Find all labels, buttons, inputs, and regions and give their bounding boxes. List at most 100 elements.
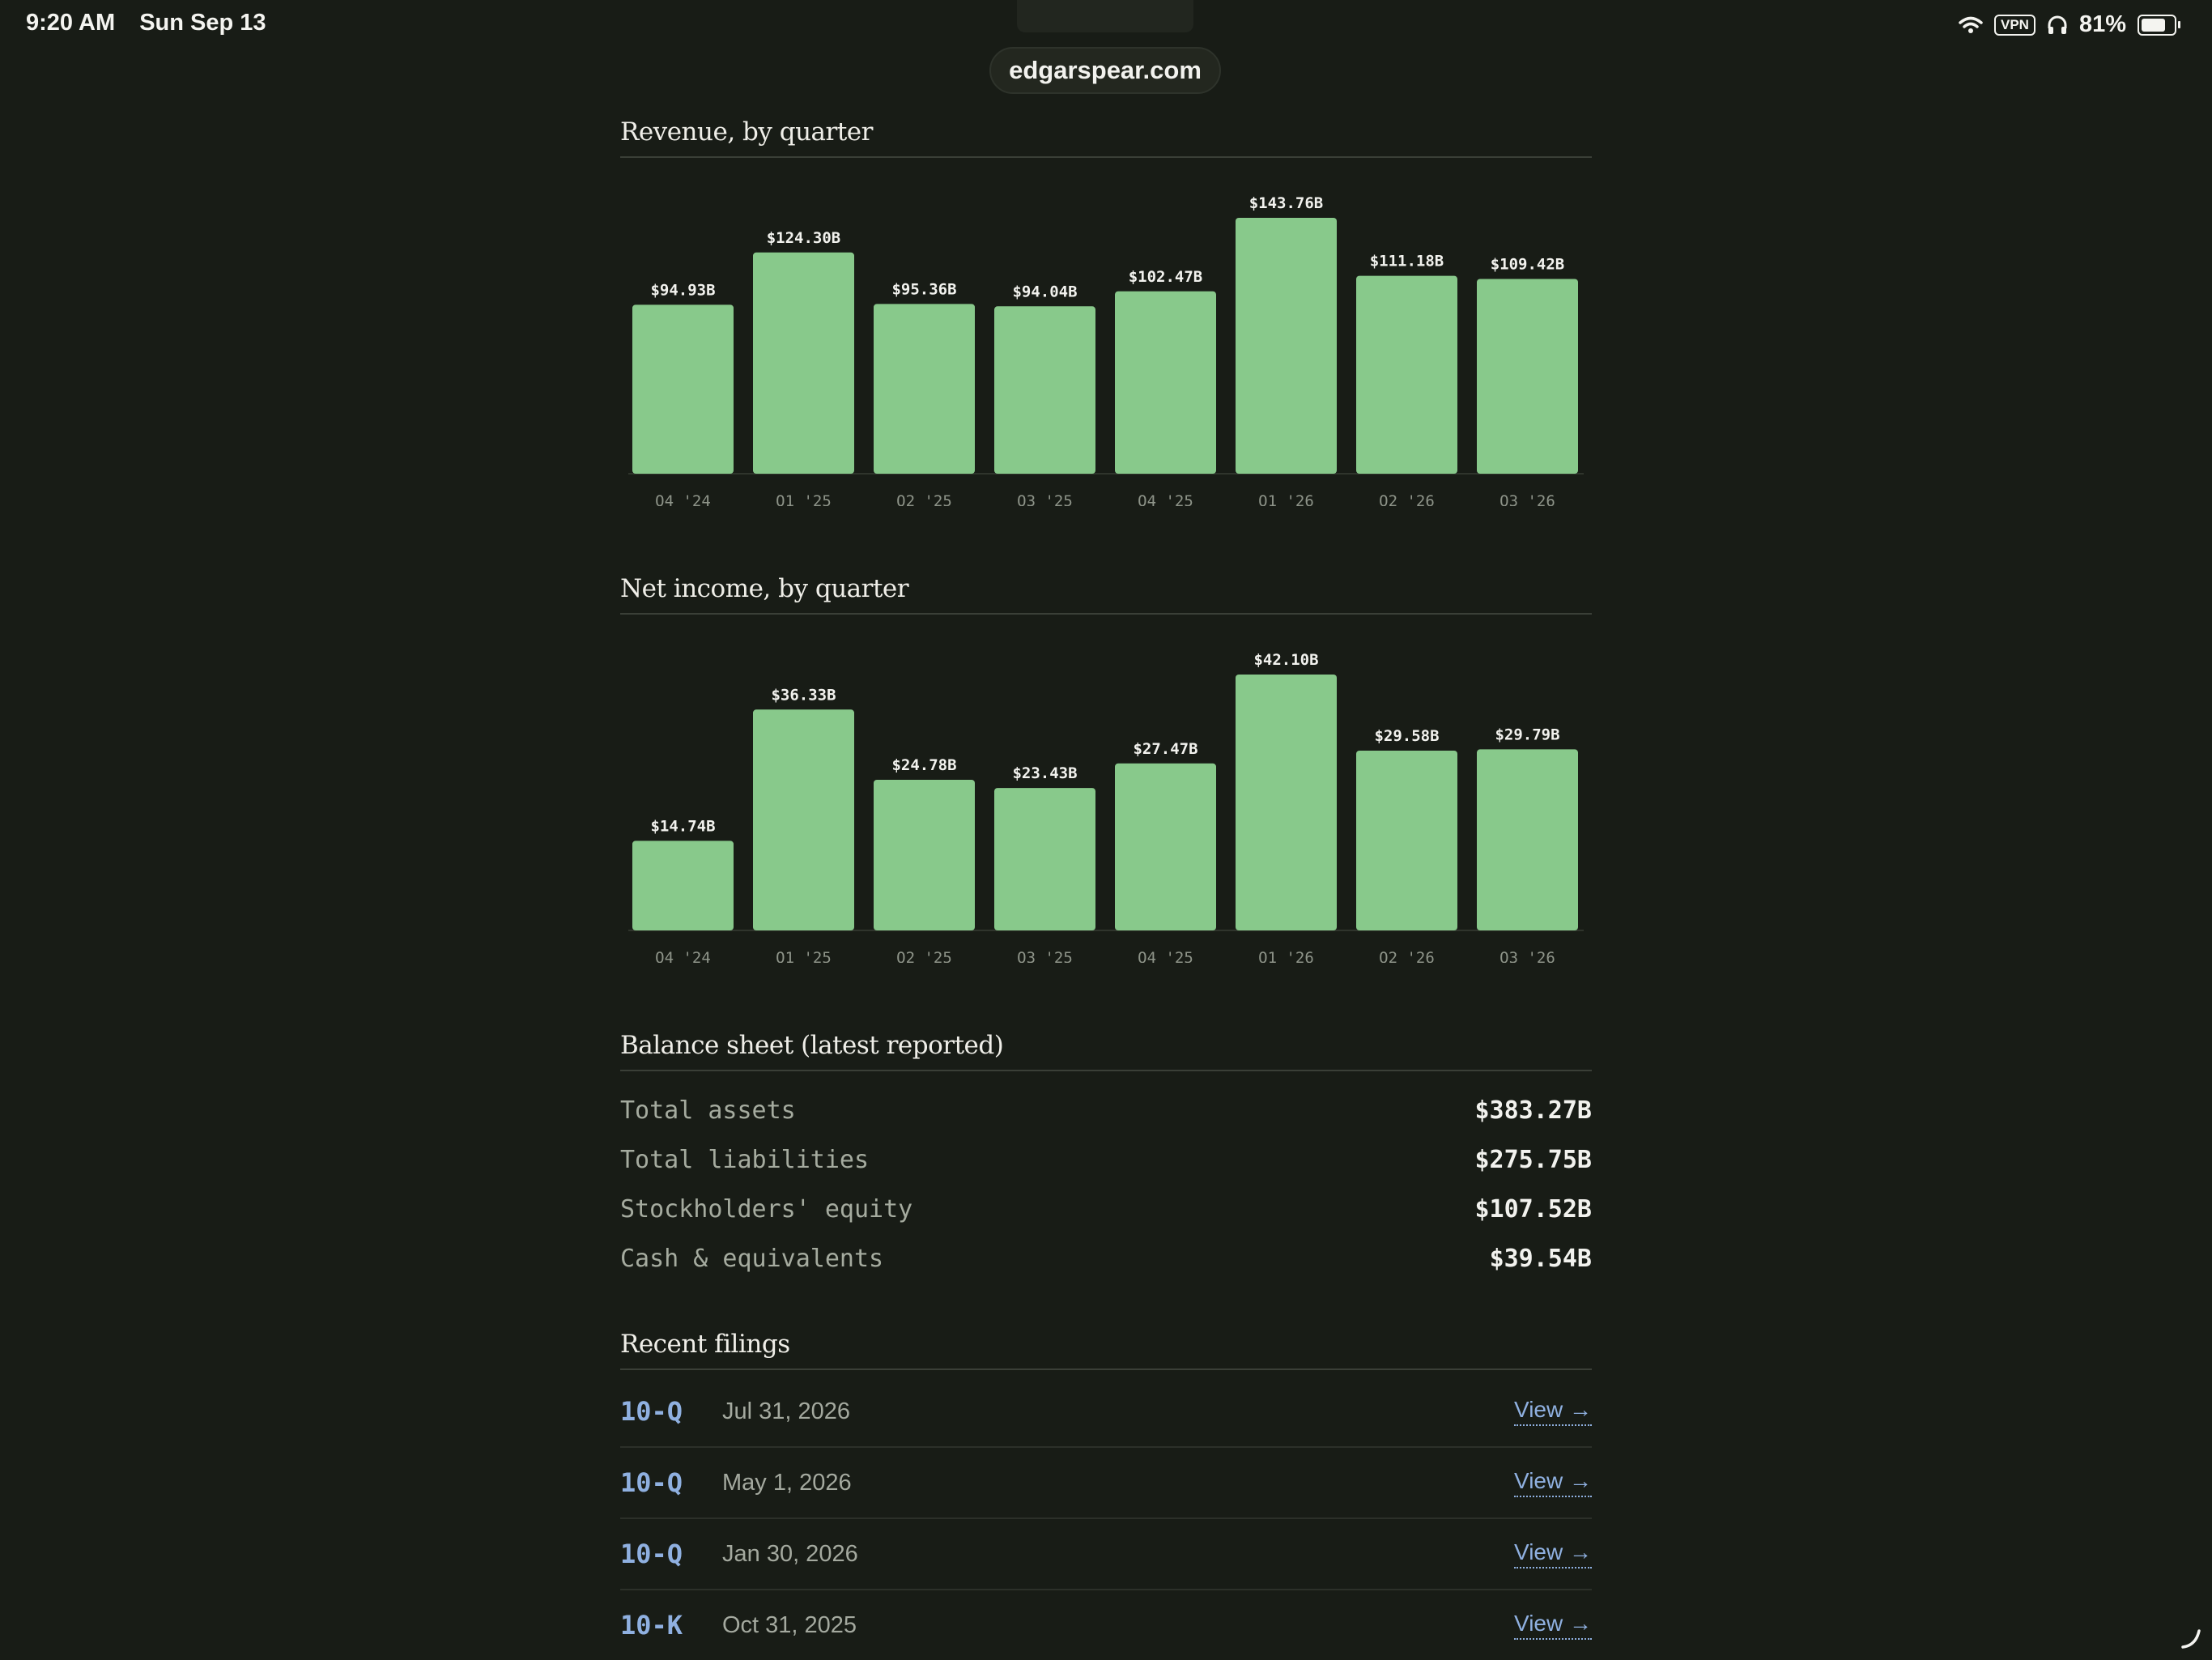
filing-date: Oct 31, 2025 [722,1611,857,1638]
revenue-title: Revenue, by quarter [620,117,1592,158]
net-income-chart: $14.74B Q4 '24 $36.33B Q1 '25 $24.78B Q2 '25 $… [620,615,1592,963]
status-bar-left: 9:20 AM Sun Sep 13 [26,10,284,36]
net-income-bar [1236,675,1337,930]
revenue-value-label: $95.36B [891,280,956,298]
address-bar[interactable]: edgarspear.com [989,47,1221,94]
revenue-value-label: $124.30B [767,229,841,247]
revenue-bar [1356,275,1457,474]
filing-row: 10-K Oct 31, 2025 View → [620,1590,1592,1660]
balance-label: Total assets [620,1096,796,1125]
revenue-value-label: $143.76B [1249,194,1324,212]
revenue-bar [753,252,854,474]
status-time: 9:20 AM [26,10,116,36]
revenue-section: Revenue, by quarter $94.93B Q4 '24 $124.30… [620,117,1592,506]
net-income-value-label: $27.47B [1133,740,1197,758]
net-income-tick-label: Q1 '25 [776,949,832,963]
filing-row: 10-Q Jul 31, 2026 View → [620,1377,1592,1448]
filing-date: May 1, 2026 [722,1469,852,1496]
net-income-value-label: $23.43B [1012,764,1077,782]
net-income-tick-label: Q2 '25 [896,949,952,963]
net-income-tick-label: Q2 '26 [1379,949,1435,963]
balance-sheet-title: Balance sheet (latest reported) [620,1031,1592,1071]
net-income-bar [1477,749,1578,930]
address-bar-url: edgarspear.com [1009,56,1202,84]
revenue-value-label: $94.04B [1012,283,1077,300]
filing-view-link[interactable]: View → [1514,1468,1592,1497]
net-income-bar [994,788,1095,930]
revenue-tick-label: Q1 '26 [1258,492,1314,506]
filing-row: 10-Q May 1, 2026 View → [620,1448,1592,1519]
revenue-bar [874,304,975,474]
balance-value: $383.27B [1474,1096,1593,1125]
filings-section: Recent filings 10-Q Jul 31, 2026 View → … [620,1330,1592,1660]
filing-date: Jan 30, 2026 [722,1540,858,1567]
filing-date: Jul 31, 2026 [722,1398,851,1424]
filings-title: Recent filings [620,1330,1592,1370]
vpn-badge: VPN [1993,14,2035,36]
headphones-icon [2048,15,2067,34]
net-income-value-label: $24.78B [891,756,956,774]
revenue-tick-label: Q1 '25 [776,492,832,506]
revenue-value-label: $94.93B [650,281,715,299]
net-income-value-label: $14.74B [650,817,715,835]
filing-view-link[interactable]: View → [1514,1611,1592,1640]
resize-handle-icon[interactable] [2180,1628,2202,1650]
filing-type: 10-Q [620,1539,683,1569]
net-income-bar [1356,750,1457,930]
revenue-bar [994,306,1095,474]
filing-view-link[interactable]: View → [1514,1539,1592,1568]
revenue-tick-label: Q2 '26 [1379,492,1435,506]
net-income-chart-svg: $14.74B Q4 '24 $36.33B Q1 '25 $24.78B Q2 '25 $… [628,651,1584,963]
revenue-tick-label: Q3 '26 [1499,492,1555,506]
filing-type: 10-Q [620,1396,683,1427]
revenue-bar [1477,279,1578,474]
battery-level [2142,18,2166,32]
net-income-tick-label: Q3 '25 [1017,949,1073,963]
revenue-value-label: $111.18B [1370,253,1444,270]
revenue-tick-label: Q3 '25 [1017,492,1073,506]
net-income-value-label: $42.10B [1253,651,1318,669]
battery-percent: 81% [2078,11,2126,37]
filing-type: 10-Q [620,1467,683,1498]
filing-view-link[interactable]: View → [1514,1397,1592,1426]
net-income-bar [1115,763,1216,930]
net-income-bar [632,841,734,930]
filing-type: 10-K [620,1610,683,1641]
revenue-bar [1115,291,1216,474]
net-income-tick-label: Q3 '26 [1499,949,1555,963]
status-bar-right: VPN 81% [1959,11,2180,38]
battery-icon [2138,14,2180,36]
revenue-value-label: $102.47B [1129,268,1203,286]
balance-value: $275.75B [1474,1146,1593,1174]
balance-sheet-section: Balance sheet (latest reported) Total as… [620,1031,1592,1283]
wifi-icon [1959,16,1983,33]
net-income-bar [753,709,854,930]
net-income-title: Net income, by quarter [620,574,1592,615]
balance-label: Stockholders' equity [620,1195,913,1224]
top-grabber[interactable] [1017,0,1193,32]
revenue-tick-label: Q2 '25 [896,492,952,506]
balance-row-cash: Cash & equivalents $39.54B [620,1234,1592,1283]
revenue-bar [632,304,734,474]
balance-row-total-liabilities: Total liabilities $275.75B [620,1135,1592,1185]
filing-row: 10-Q Jan 30, 2026 View → [620,1519,1592,1590]
balance-label: Cash & equivalents [620,1245,884,1273]
balance-row-stockholders-equity: Stockholders' equity $107.52B [620,1185,1592,1234]
net-income-section: Net income, by quarter $14.74B Q4 '24 $36.… [620,574,1592,963]
net-income-value-label: $29.58B [1374,727,1439,745]
revenue-chart: $94.93B Q4 '24 $124.30B Q1 '25 $95.36B Q2 '25… [620,158,1592,506]
net-income-tick-label: Q4 '25 [1138,949,1193,963]
balance-label: Total liabilities [620,1146,870,1174]
balance-value: $107.52B [1474,1195,1593,1224]
status-date: Sun Sep 13 [139,10,266,36]
net-income-tick-label: Q4 '24 [655,949,711,963]
net-income-tick-label: Q1 '26 [1258,949,1314,963]
revenue-tick-label: Q4 '25 [1138,492,1193,506]
net-income-bar [874,780,975,930]
revenue-tick-label: Q4 '24 [655,492,711,506]
revenue-chart-svg: $94.93B Q4 '24 $124.30B Q1 '25 $95.36B Q2 '25… [628,194,1584,506]
revenue-bar [1236,218,1337,474]
net-income-value-label: $36.33B [771,686,836,704]
net-income-value-label: $29.79B [1495,726,1559,743]
revenue-value-label: $109.42B [1491,255,1565,273]
